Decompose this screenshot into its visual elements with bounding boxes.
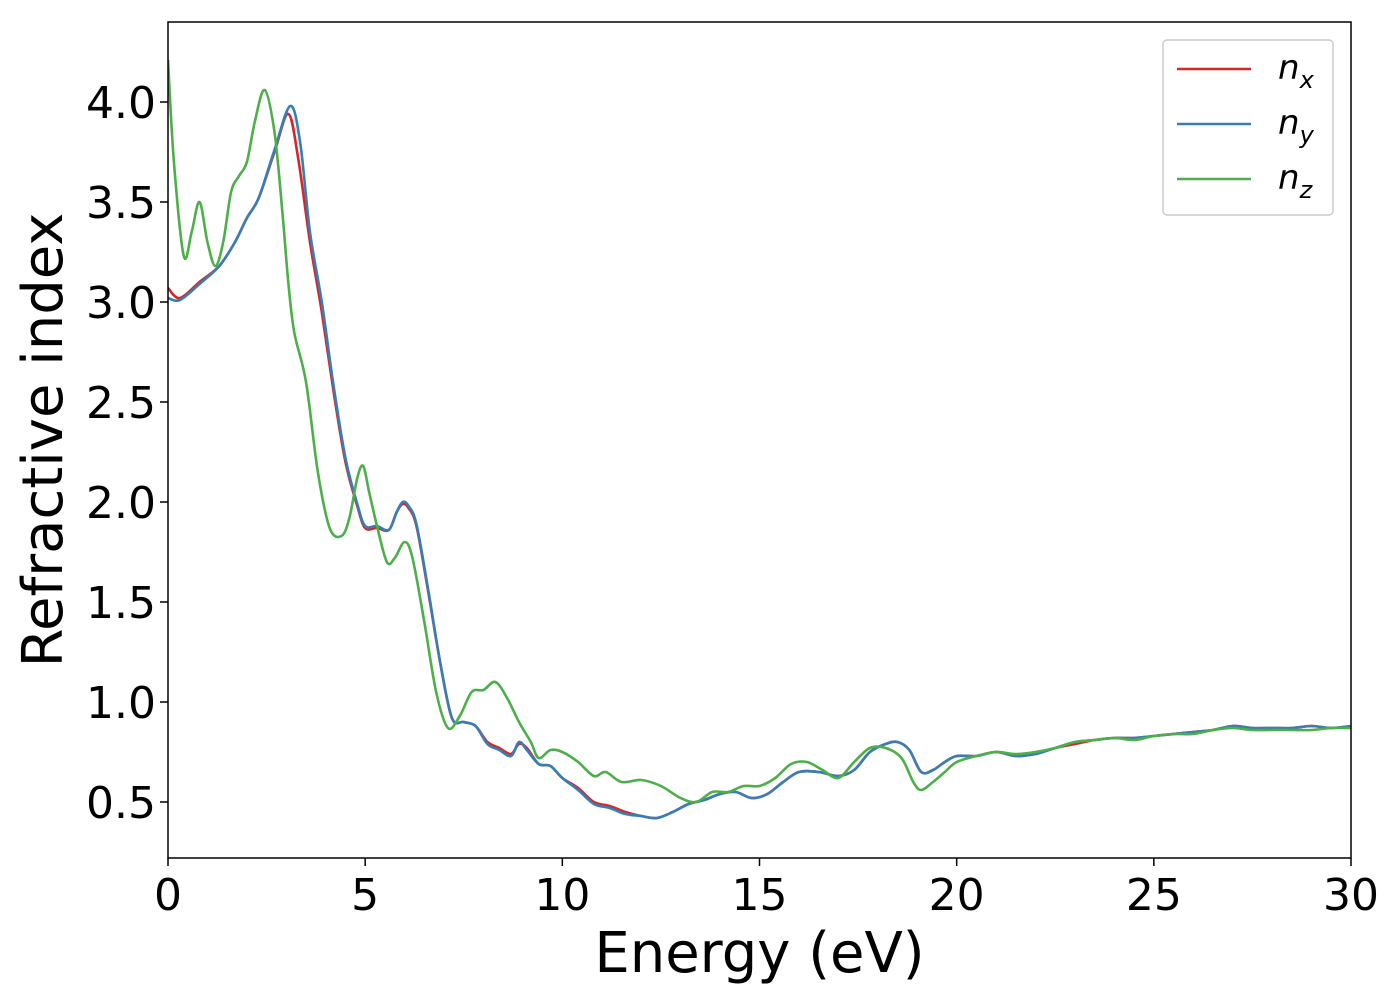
x-tick-label: 20 <box>929 870 985 921</box>
y-tick-label: 3.0 <box>86 278 156 329</box>
y-tick-label: 3.5 <box>86 178 156 229</box>
legend-label-subscript: y <box>1299 121 1315 149</box>
series-line-z <box>168 59 1351 804</box>
y-tick-label: 2.0 <box>86 478 156 529</box>
x-axis-label: Energy (eV) <box>594 921 924 986</box>
legend-label-base: n <box>1278 158 1300 198</box>
y-axis-ticks: 0.5 1.0 1.5 2.0 2.5 3.0 3.5 4.0 <box>86 78 168 829</box>
y-axis-label: Refractive index <box>11 213 76 668</box>
legend-label-z: nz <box>1278 158 1314 204</box>
x-tick-label: 15 <box>732 870 788 921</box>
y-tick-label: 1.5 <box>86 578 156 629</box>
y-tick-label: 1.0 <box>86 678 156 729</box>
x-axis-ticks: 0 5 10 15 20 25 30 <box>154 858 1379 921</box>
x-tick-label: 0 <box>154 870 182 921</box>
series-line-x <box>168 112 1351 820</box>
legend-label-x: nx <box>1278 48 1315 94</box>
legend-label-base: n <box>1278 103 1300 143</box>
x-tick-label: 25 <box>1126 870 1182 921</box>
x-tick-label: 30 <box>1323 870 1379 921</box>
y-tick-label: 0.5 <box>86 778 156 829</box>
legend-box <box>1162 39 1334 216</box>
legend-label-base: n <box>1278 48 1300 88</box>
legend-label-subscript: z <box>1299 176 1314 204</box>
legend-label-y: ny <box>1278 103 1315 149</box>
legend-label-subscript: x <box>1299 66 1315 94</box>
y-tick-label: 4.0 <box>86 78 156 129</box>
y-tick-label: 2.5 <box>86 378 156 429</box>
x-tick-label: 10 <box>534 870 590 921</box>
series-layer <box>168 59 1351 820</box>
x-tick-label: 5 <box>351 870 379 921</box>
